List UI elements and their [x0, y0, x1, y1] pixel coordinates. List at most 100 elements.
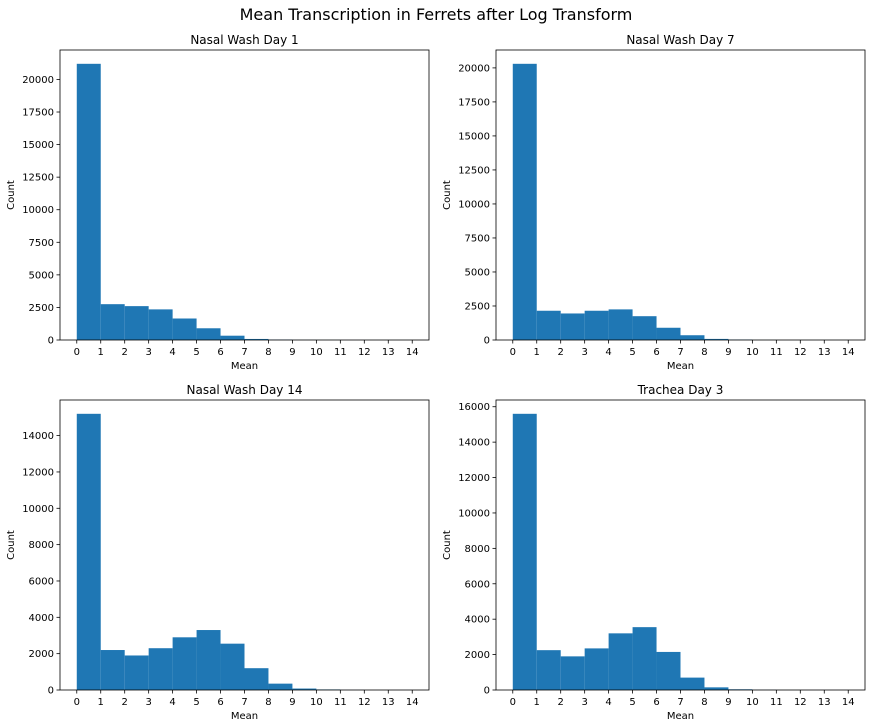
histogram-bar	[268, 683, 293, 690]
x-tick-label: 3	[145, 697, 151, 708]
histogram-bar	[76, 63, 101, 341]
x-tick-label: 6	[217, 347, 223, 358]
x-axis-label: Mean	[667, 711, 694, 722]
histogram-bar	[100, 650, 125, 690]
histogram-bar	[560, 656, 585, 690]
histogram-bar	[124, 655, 149, 690]
y-tick-label: 0	[484, 336, 490, 347]
x-tick-label: 8	[265, 347, 271, 358]
subplot-1: 0 1 2 3 4 5 6 7 8 9 10 11 12 13 1402500500075001000012…	[6, 33, 430, 372]
axes-frame	[59, 49, 430, 341]
axes-frame	[495, 49, 866, 341]
histogram-bar	[704, 338, 729, 340]
y-tick-label: 20000	[458, 63, 490, 74]
y-tick-label: 6000	[29, 576, 54, 587]
x-tick-label: 10	[746, 697, 759, 708]
y-tick-label: 2000	[465, 650, 490, 661]
y-tick-label: 12500	[458, 165, 490, 176]
x-tick-label: 1	[534, 697, 540, 708]
x-tick-label: 5	[629, 697, 635, 708]
x-tick-label: 12	[358, 347, 371, 358]
y-tick-label: 4000	[465, 615, 490, 626]
x-tick-label: 2	[122, 697, 128, 708]
x-tick-label: 14	[406, 347, 419, 358]
histogram-bar	[680, 335, 705, 340]
x-tick-label: 7	[677, 347, 683, 358]
x-tick-label: 3	[581, 347, 587, 358]
y-tick-label: 5000	[465, 267, 490, 278]
x-tick-label: 5	[193, 347, 199, 358]
histogram-bar	[148, 309, 173, 340]
histogram-bar	[124, 306, 149, 340]
x-tick-label: 8	[701, 347, 707, 358]
x-tick-label: 9	[725, 347, 731, 358]
x-axis-label: Mean	[231, 711, 258, 722]
x-tick-label: 10	[310, 347, 323, 358]
y-tick-label: 17500	[22, 108, 54, 119]
y-tick-label: 14000	[22, 431, 54, 442]
histogram-bar	[632, 627, 657, 690]
histogram-bar	[244, 668, 269, 690]
y-axis-label: Count	[6, 180, 17, 210]
histogram-bar	[584, 310, 609, 340]
x-tick-label: 11	[334, 347, 347, 358]
y-tick-label: 14000	[458, 438, 490, 449]
y-tick-label: 10000	[22, 504, 54, 515]
y-tick-label: 10000	[22, 205, 54, 216]
x-tick-label: 6	[217, 697, 223, 708]
subplot-title: Nasal Wash Day 14	[187, 383, 303, 397]
histogram-bar	[608, 633, 633, 690]
x-tick-label: 1	[98, 697, 104, 708]
x-tick-label: 7	[241, 347, 247, 358]
y-tick-label: 2000	[29, 649, 54, 660]
x-tick-label: 3	[581, 697, 587, 708]
y-tick-label: 5000	[29, 270, 54, 281]
histogram-bar	[512, 63, 537, 341]
x-tick-label: 6	[653, 347, 659, 358]
x-axis-label: Mean	[667, 361, 694, 372]
x-tick-label: 9	[289, 697, 295, 708]
y-tick-label: 2500	[29, 303, 54, 314]
x-tick-label: 1	[534, 347, 540, 358]
x-tick-label: 4	[605, 697, 611, 708]
y-tick-label: 12500	[22, 173, 54, 184]
x-tick-label: 4	[605, 347, 611, 358]
histogram-bar	[172, 637, 197, 690]
histogram-bar	[292, 688, 317, 690]
y-tick-label: 10000	[458, 199, 490, 210]
y-tick-label: 8000	[465, 544, 490, 555]
x-tick-label: 11	[334, 697, 347, 708]
x-tick-label: 0	[74, 697, 80, 708]
x-tick-label: 2	[122, 347, 128, 358]
y-tick-label: 8000	[29, 540, 54, 551]
x-tick-label: 4	[169, 697, 175, 708]
histogram-bar	[656, 327, 681, 340]
histogram-bar	[220, 643, 245, 690]
y-tick-label: 7500	[29, 238, 54, 249]
x-tick-label: 3	[145, 347, 151, 358]
y-tick-label: 17500	[458, 97, 490, 108]
histogram-bar	[196, 630, 221, 690]
x-tick-label: 14	[842, 697, 855, 708]
y-axis-label: Count	[6, 530, 17, 560]
x-tick-label: 12	[794, 697, 807, 708]
y-tick-label: 2500	[465, 301, 490, 312]
subplot-2: 0 1 2 3 4 5 6 7 8 9 10 11 12 13 1402500500075001000012…	[442, 33, 866, 372]
x-tick-label: 10	[746, 347, 759, 358]
x-tick-label: 13	[382, 697, 395, 708]
histogram-bar	[76, 413, 101, 690]
histogram-bar	[196, 328, 221, 340]
histogram-bar	[536, 310, 561, 340]
x-tick-label: 6	[653, 697, 659, 708]
x-tick-label: 12	[358, 697, 371, 708]
subplot-title: Trachea Day 3	[637, 383, 724, 397]
subplot-title: Nasal Wash Day 1	[190, 33, 298, 47]
x-tick-label: 13	[818, 347, 831, 358]
histogram-bar	[704, 687, 729, 690]
x-axis-label: Mean	[231, 361, 258, 372]
axes-frame	[495, 399, 866, 691]
histogram-bar	[608, 309, 633, 340]
x-tick-label: 13	[382, 347, 395, 358]
subplot-3: 0 1 2 3 4 5 6 7 8 9 10 11 12 13 1402000400060008000100…	[6, 383, 430, 722]
histogram-bar	[220, 335, 245, 340]
